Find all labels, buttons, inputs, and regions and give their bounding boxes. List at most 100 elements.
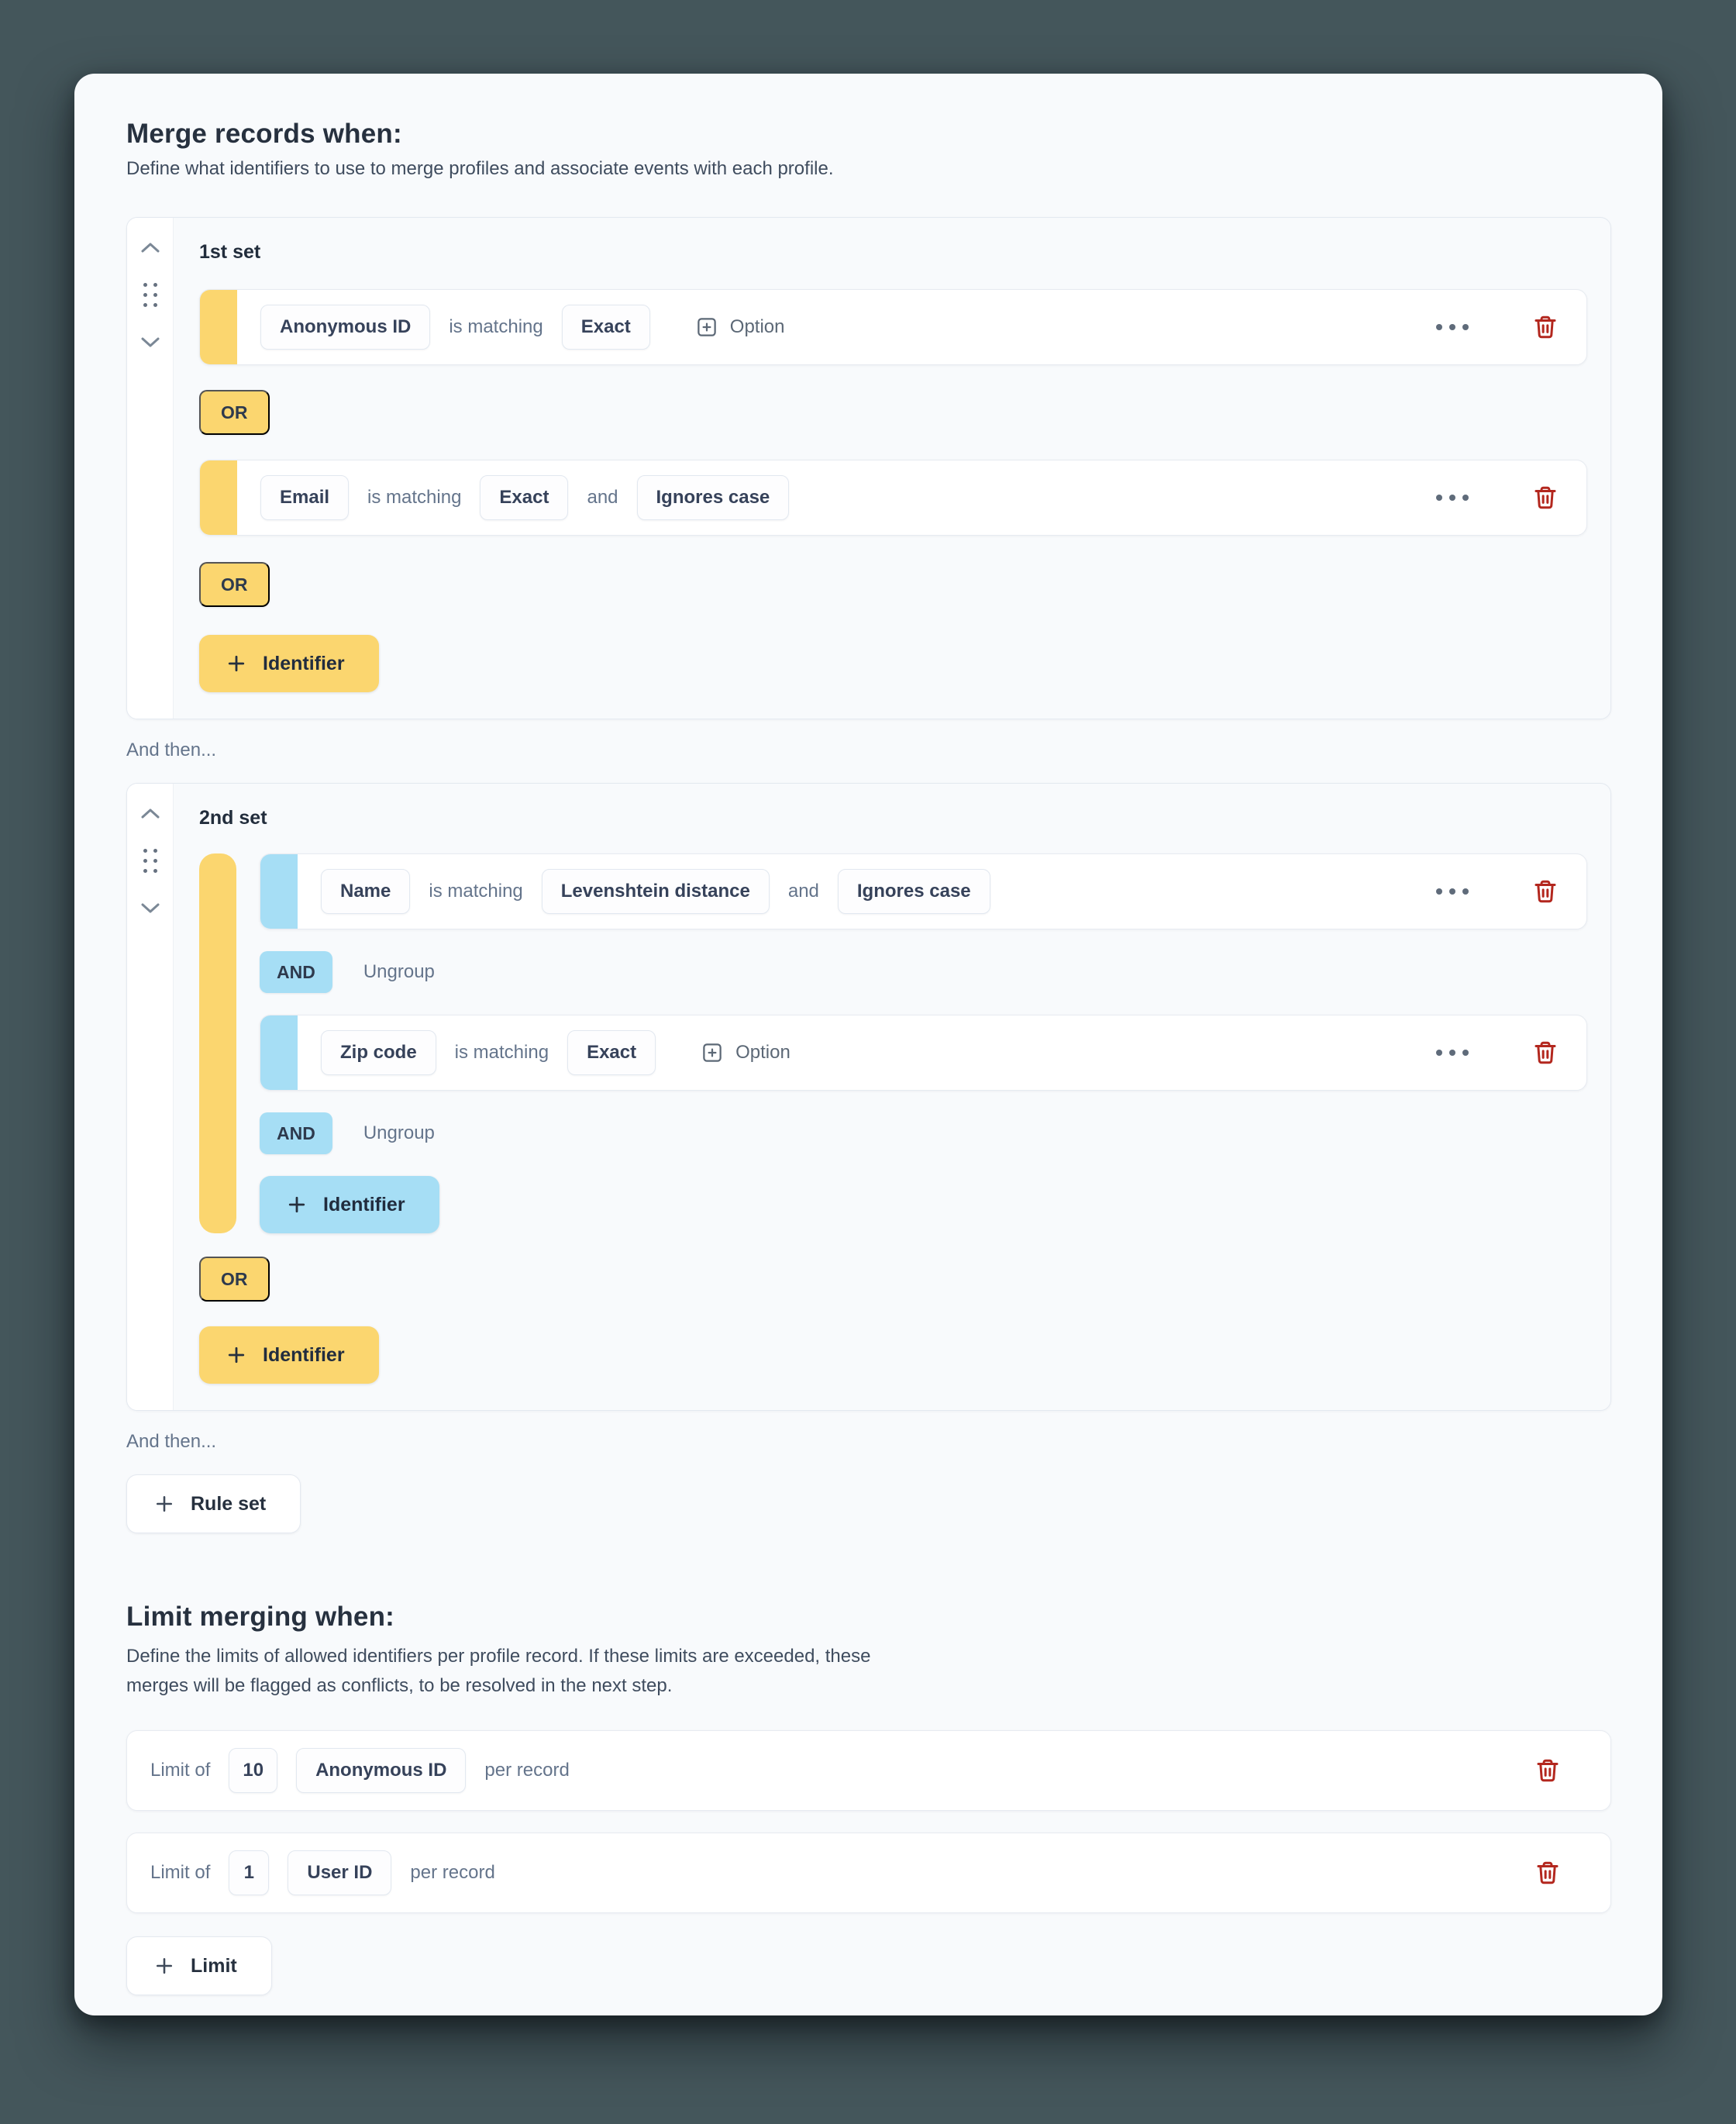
add-rule-set-button[interactable]: Rule set [126,1474,301,1533]
set-name: 2nd set [199,807,267,829]
limit-row: Limit of 1 User ID per record [126,1833,1611,1913]
delete-rule-button[interactable] [1532,878,1559,905]
identifier-chip[interactable]: Zip code [321,1030,436,1075]
add-identifier-label: Identifier [323,1194,405,1215]
match-type-chip[interactable]: Exact [561,305,650,350]
chevron-down-icon [140,336,160,349]
delete-limit-button[interactable] [1534,1860,1561,1886]
operator-label: is matching [367,487,462,508]
page-subtitle: Define what identifiers to use to merge … [126,158,834,179]
trash-icon [1534,1860,1561,1886]
move-set-down-button[interactable] [140,902,160,915]
rule-row: Anonymous ID is matching Exact Option [199,289,1587,365]
or-connector-badge[interactable]: OR [199,390,270,435]
delete-rule-button[interactable] [1532,1040,1559,1066]
move-set-up-button[interactable] [140,241,160,253]
plus-icon [153,1493,175,1515]
limit-section-title: Limit merging when: [126,1602,395,1632]
trash-icon [1532,878,1559,905]
add-limit-label: Limit [191,1955,237,1977]
modifier-chip[interactable]: Ignores case [636,475,790,520]
rule-color-bar [260,1015,298,1090]
rule-set-panel-1: 1st set Anonymous ID is matching Exact O… [126,217,1611,719]
trash-icon [1532,314,1559,340]
add-limit-button[interactable]: Limit [126,1936,272,1995]
match-type-chip[interactable]: Exact [480,475,569,520]
add-identifier-to-group-button[interactable]: Identifier [260,1176,439,1233]
rule-color-bar [260,854,298,929]
modifier-chip[interactable]: Ignores case [837,869,990,914]
and-then-label: And then... [126,740,217,760]
limit-row: Limit of 10 Anonymous ID per record [126,1730,1611,1811]
add-option-button[interactable]: Option [701,1041,790,1064]
match-type-chip[interactable]: Levenshtein distance [541,869,770,914]
option-label: Option [729,316,785,337]
plus-icon [153,1955,175,1977]
delete-limit-button[interactable] [1534,1757,1561,1784]
plus-icon [226,653,247,674]
and-label: and [787,881,819,902]
add-identifier-button[interactable]: Identifier [199,635,379,692]
add-identifier-label: Identifier [263,1344,345,1366]
chevron-up-icon [140,241,160,253]
group-color-bar [199,853,236,1233]
add-option-button[interactable]: Option [695,315,785,339]
delete-rule-button[interactable] [1532,484,1559,511]
add-identifier-label: Identifier [263,653,345,674]
page-title: Merge records when: [126,119,402,149]
plus-icon [286,1194,308,1215]
rule-row: Email is matching Exact and Ignores case [199,460,1587,536]
panel-rail [127,784,174,1410]
identifier-chip[interactable]: Email [260,475,350,520]
add-identifier-button[interactable]: Identifier [199,1326,379,1384]
rule-row: Name is matching Levenshtein distance an… [260,853,1587,929]
plus-icon [226,1344,247,1366]
more-options-button[interactable] [1436,495,1469,501]
and-then-label: And then... [126,1431,217,1452]
limit-description-line2: merges will be flagged as conflicts, to … [126,1675,673,1696]
rule-row: Zip code is matching Exact Option [260,1015,1587,1091]
limit-value-input[interactable]: 1 [229,1850,270,1895]
drag-handle-icon [143,283,157,307]
ungroup-button[interactable]: Ungroup [363,961,435,982]
more-options-button[interactable] [1436,1050,1469,1056]
drag-handle-icon [143,849,157,873]
trash-icon [1532,484,1559,511]
limit-suffix-label: per record [484,1760,570,1781]
trash-icon [1534,1757,1561,1784]
drag-handle[interactable] [143,849,157,873]
plus-square-icon [701,1041,724,1064]
more-options-button[interactable] [1436,888,1469,895]
and-connector-badge[interactable]: AND [260,951,332,993]
limit-suffix-label: per record [410,1862,495,1883]
move-set-up-button[interactable] [140,807,160,819]
or-connector-badge[interactable]: OR [199,562,270,607]
ungroup-button[interactable]: Ungroup [363,1122,435,1143]
match-type-chip[interactable]: Exact [567,1030,656,1075]
set-name: 1st set [199,241,261,263]
limit-prefix-label: Limit of [150,1760,211,1781]
limit-value-input[interactable]: 10 [229,1748,278,1793]
option-label: Option [735,1042,790,1063]
rule-color-bar [200,290,237,364]
chevron-up-icon [140,807,160,819]
delete-rule-button[interactable] [1532,314,1559,340]
trash-icon [1532,1040,1559,1066]
limit-description-line1: Define the limits of allowed identifiers… [126,1646,871,1667]
limit-identifier-chip[interactable]: Anonymous ID [296,1748,467,1793]
rule-set-panel-2: 2nd set Name is matching Levenshtein dis… [126,783,1611,1411]
and-label: and [587,487,618,508]
limit-section-description: Define the limits of allowed identifiers… [126,1642,1041,1701]
limit-identifier-chip[interactable]: User ID [288,1850,392,1895]
drag-handle[interactable] [143,283,157,307]
add-rule-set-label: Rule set [191,1493,267,1515]
limit-prefix-label: Limit of [150,1862,211,1883]
identifier-chip[interactable]: Name [321,869,411,914]
identifier-group: Name is matching Levenshtein distance an… [199,853,1587,1233]
more-options-button[interactable] [1436,324,1469,330]
or-connector-badge[interactable]: OR [199,1257,270,1302]
identifier-chip[interactable]: Anonymous ID [260,305,431,350]
move-set-down-button[interactable] [140,336,160,349]
and-connector-badge[interactable]: AND [260,1112,332,1154]
operator-label: is matching [449,316,543,337]
